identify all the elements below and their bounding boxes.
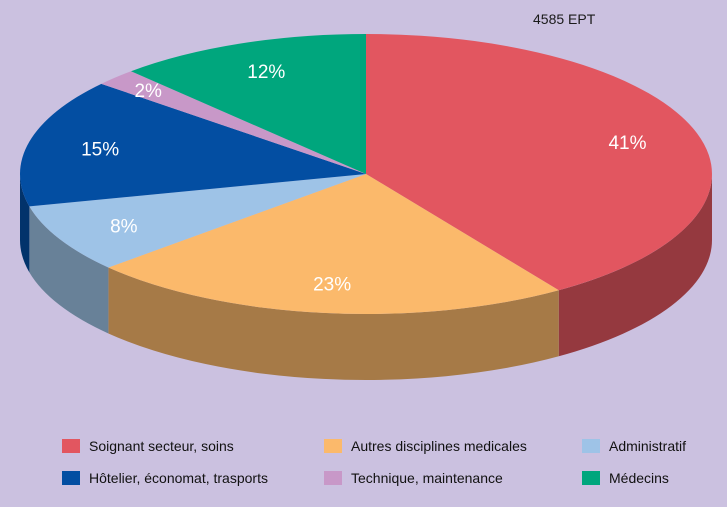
pie-label-soignant-secteur-soins: 41%: [608, 133, 646, 154]
pie-slice-soignant-secteur-soins: [366, 34, 712, 291]
pie-slice-hotelier-economat-trasports: [19, 83, 366, 207]
pie-labels: 41% 23% 8% 15% 2% 12%: [81, 62, 647, 296]
legend-swatch: [582, 471, 600, 485]
legend-label: Administratif: [609, 438, 687, 454]
legend-item-technique: Technique, maintenance: [324, 470, 582, 486]
pie-label-technique-maintenance: 2%: [134, 81, 162, 102]
pie-slice-medecins: [131, 34, 366, 174]
legend-label: Soignant secteur, soins: [89, 438, 234, 454]
legend-label: Autres disciplines medicales: [351, 438, 527, 454]
legend-label: Hôtelier, économat, trasports: [89, 470, 268, 486]
pie-slices: [19, 34, 712, 314]
pie-label-medecins: 12%: [247, 62, 285, 83]
legend-item-medecins: Médecins: [582, 470, 702, 486]
legend-label: Médecins: [609, 470, 669, 486]
legend-item-soignant: Soignant secteur, soins: [62, 438, 324, 454]
pie-slice-technique-maintenance: [101, 71, 366, 174]
pie-slice-administratif: [29, 174, 367, 268]
pie-label-hotelier-economat-trasports: 15%: [81, 139, 119, 160]
legend-label: Technique, maintenance: [351, 470, 503, 486]
legend-item-administratif: Administratif: [582, 438, 702, 454]
legend-swatch: [62, 439, 80, 453]
legend-item-hotelier: Hôtelier, économat, trasports: [62, 470, 324, 486]
pie-side-soignant-secteur-soins: [558, 174, 712, 357]
pie-slice-autres-disciplines-medicales: [108, 174, 559, 314]
pie-side-administratif: [29, 206, 109, 334]
total-label: 4585 EPT: [533, 11, 596, 27]
legend: Soignant secteur, soins Autres disciplin…: [62, 438, 702, 486]
pie-side-hotelier-economat-trasports: [20, 174, 30, 273]
pie-sides: [20, 174, 712, 380]
legend-item-autres-disciplines: Autres disciplines medicales: [324, 438, 582, 454]
pie-side-autres-disciplines-medicales: [108, 267, 559, 380]
pie-label-administratif: 8%: [110, 216, 138, 237]
legend-swatch: [582, 439, 600, 453]
legend-swatch: [62, 471, 80, 485]
legend-swatch: [324, 471, 342, 485]
pie-chart: 41% 23% 8% 15% 2% 12% 4585 EPT: [19, 11, 712, 380]
pie-label-autres-disciplines-medicales: 23%: [313, 275, 351, 296]
legend-swatch: [324, 439, 342, 453]
